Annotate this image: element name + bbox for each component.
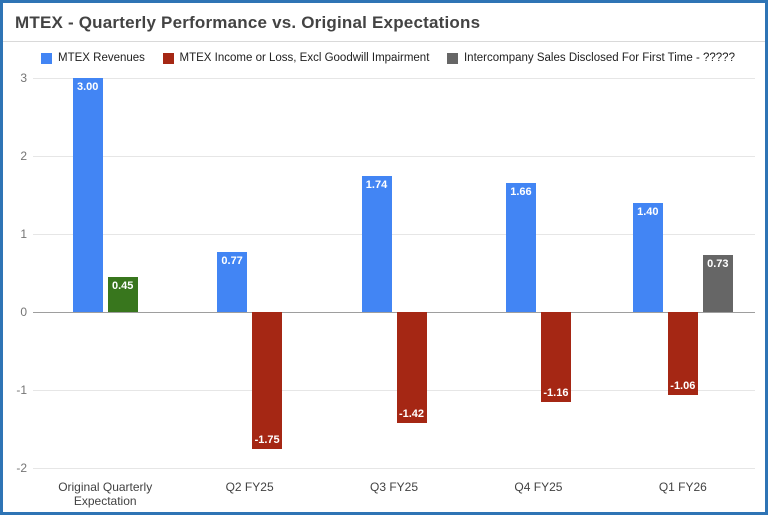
bar-slot: -1.42 <box>396 78 427 468</box>
bar-income: -1.16 <box>540 312 571 403</box>
y-axis-tick-label: 0 <box>20 305 27 319</box>
bar-group: 1.40 -1.06 0.73 <box>611 78 755 468</box>
legend-swatch <box>446 52 458 64</box>
bar-value-label: -1.06 <box>670 379 696 392</box>
plot: 3.00 0.45 0.77 -1.75 1.74 -1.42 1.66 -1.16 1.40 -… <box>33 78 755 469</box>
gridline <box>33 468 755 469</box>
bar-value-label: -1.75 <box>254 433 280 446</box>
bar-group: 0.77 -1.75 <box>177 78 321 468</box>
x-axis-category-label: Q1 FY26 <box>658 480 707 494</box>
bar-value-label: 0.73 <box>707 258 729 271</box>
bar-slot: -1.75 <box>252 78 283 468</box>
bar-value-label: 0.45 <box>111 279 134 292</box>
bar-slot: 1.66 <box>505 78 536 468</box>
x-axis-category-label: Q4 FY25 <box>514 480 563 494</box>
bar-slot: 0.77 <box>217 78 248 468</box>
bar-value-label: 0.77 <box>221 254 243 267</box>
gridline <box>33 390 755 391</box>
y-axis-tick-label: 3 <box>20 71 27 85</box>
bar-revenues: 1.74 <box>361 176 392 312</box>
legend-item: Intercompany Sales Disclosed For First T… <box>446 52 735 64</box>
bar-group: 1.74 -1.42 <box>322 78 466 468</box>
legend-label: MTEX Revenues <box>58 52 145 64</box>
x-axis-category-label: Q2 FY25 <box>225 480 274 494</box>
bar-group: 3.00 0.45 <box>33 78 177 468</box>
zero-gridline <box>33 312 755 313</box>
plot-area: 3 2 1 0 -1 -2 3.00 0.45 0.77 -1.75 1.74 -1.42 1.66 -… <box>3 71 765 475</box>
bar-value-label: 1.74 <box>365 179 388 192</box>
bar-value-label: -1.16 <box>543 387 569 400</box>
gridline <box>33 234 755 235</box>
x-axis-category-label: Original Quarterly Expectation <box>58 480 153 508</box>
gridline <box>33 78 755 79</box>
bar-value-label: 1.40 <box>637 205 659 218</box>
bar-slot: -1.16 <box>540 78 571 468</box>
bar-income: -1.06 <box>667 312 698 395</box>
bar-group: 1.66 -1.16 <box>466 78 610 468</box>
y-axis-tick-label: 1 <box>20 227 27 241</box>
chart-title: MTEX - Quarterly Performance vs. Origina… <box>15 13 481 32</box>
bar-revenues: 3.00 <box>72 78 103 312</box>
bar-value-label: 1.66 <box>510 185 532 198</box>
bar-revenues: 1.40 <box>632 202 663 312</box>
x-axis-category-label: Q3 FY25 <box>370 480 419 494</box>
bar-slot: 0.73 <box>702 78 733 468</box>
bar-slot: 0.45 <box>107 78 138 468</box>
bar-slot: 3.00 <box>72 78 103 468</box>
gridline <box>33 156 755 157</box>
bar-revenues: 1.66 <box>505 182 536 312</box>
y-axis-tick-label: -1 <box>16 383 27 397</box>
legend: MTEX Revenues MTEX Income or Loss, Excl G… <box>3 42 765 64</box>
legend-item: MTEX Revenues <box>41 52 145 64</box>
bar-value-label: 3.00 <box>76 81 99 93</box>
bar-slot: 1.74 <box>361 78 392 468</box>
y-axis: 3 2 1 0 -1 -2 <box>3 71 33 475</box>
bar-income: -1.75 <box>252 312 283 449</box>
x-axis: Original Quarterly Expectation Q2 FY25 Q3 … <box>3 480 765 508</box>
y-axis-tick-label: 2 <box>20 149 27 163</box>
bar-income: -1.42 <box>396 312 427 423</box>
legend-label: MTEX Income or Loss, Excl Goodwill Impai… <box>179 52 430 64</box>
title-divider <box>3 41 765 42</box>
legend-swatch <box>162 52 174 64</box>
y-axis-tick-label: -2 <box>16 461 27 475</box>
x-axis-spacer <box>3 480 33 508</box>
bar-groups: 3.00 0.45 0.77 -1.75 1.74 -1.42 1.66 -1.16 1.40 -… <box>33 78 755 468</box>
legend-swatch <box>41 52 52 64</box>
legend-item: MTEX Income or Loss, Excl Goodwill Impai… <box>162 52 430 64</box>
bar-income: 0.45 <box>107 276 138 312</box>
bar-slot: 1.40 <box>632 78 663 468</box>
bar-slot: -1.06 <box>667 78 698 468</box>
bar-value-label: -1.42 <box>398 407 425 420</box>
bar-revenues: 0.77 <box>217 251 248 312</box>
bar-intercompany: 0.73 <box>702 255 733 312</box>
legend-label: Intercompany Sales Disclosed For First T… <box>463 52 735 64</box>
